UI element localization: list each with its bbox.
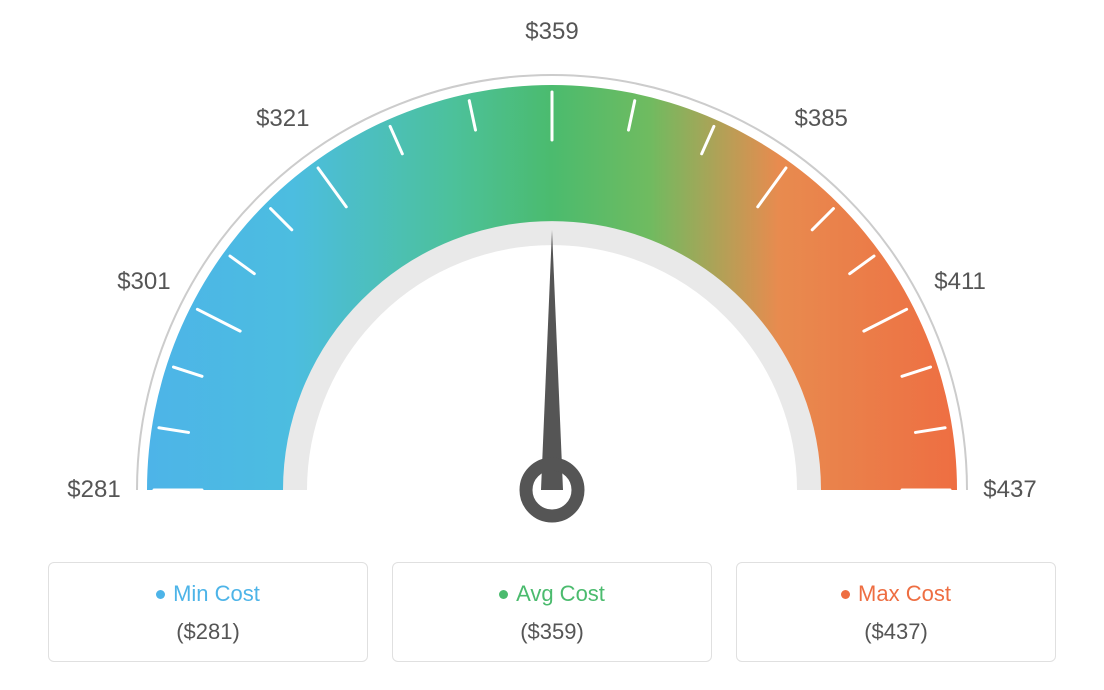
legend-value: ($437) [749,619,1043,645]
legend-title-text: Min Cost [173,581,260,607]
gauge-tick-label: $359 [525,18,578,46]
gauge-tick-label: $281 [67,476,120,504]
legend-value: ($281) [61,619,355,645]
gauge-tick-label: $385 [795,105,848,133]
legend-title: Min Cost [156,581,260,607]
legend-dot-icon [841,590,850,599]
legend-card: Min Cost ($281) [48,562,368,662]
gauge-tick-label: $321 [256,105,309,133]
legend-title: Avg Cost [499,581,605,607]
legend-title: Max Cost [841,581,951,607]
gauge-tick-label: $437 [983,476,1036,504]
legend-dot-icon [499,590,508,599]
legend-title-text: Avg Cost [516,581,605,607]
legend-card: Max Cost ($437) [736,562,1056,662]
legend-row: Min Cost ($281) Avg Cost ($359) Max Cost ($43… [0,562,1104,662]
legend-card: Avg Cost ($359) [392,562,712,662]
cost-gauge-chart: $281 $301 $321 $359 $385 $411 $437 [0,0,1104,540]
legend-title-text: Max Cost [858,581,951,607]
gauge-tick-label: $411 [934,268,986,296]
legend-dot-icon [156,590,165,599]
legend-value: ($359) [405,619,699,645]
gauge-tick-label: $301 [117,268,170,296]
